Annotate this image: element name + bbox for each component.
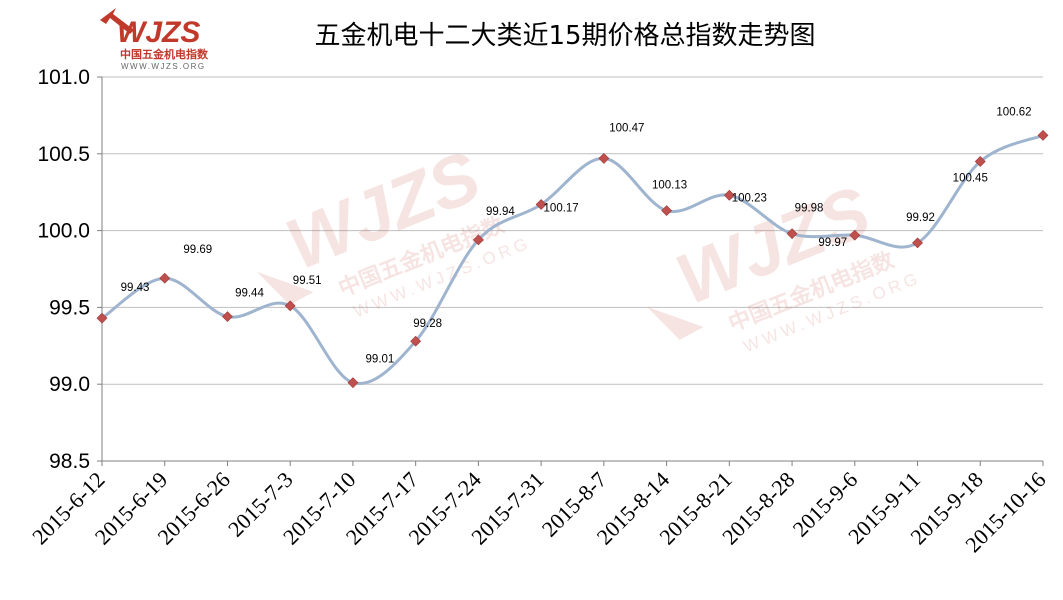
data-point (535, 199, 547, 210)
data-label: 99.43 (121, 282, 150, 294)
data-label: 99.44 (235, 288, 264, 300)
data-label: 100.62 (996, 106, 1031, 118)
data-point (410, 335, 422, 347)
y-tick-label: 98.5 (49, 450, 90, 473)
data-point (96, 312, 108, 324)
data-label: 100.45 (953, 172, 988, 184)
data-point (598, 152, 610, 164)
watermark-logo: WJZS 中国五金机电指数 WWW.WJZS.ORG (646, 171, 924, 357)
logo-arrow-icon (100, 8, 134, 34)
logo-url: WWW.WJZS.ORG (121, 62, 206, 71)
data-label: 99.69 (183, 244, 212, 256)
y-tick-label: 99.5 (49, 296, 90, 319)
data-label: 99.01 (366, 354, 395, 366)
data-point (284, 300, 296, 312)
logo-cn-name: 中国五金机电指数 (120, 47, 209, 61)
series-line (101, 133, 1044, 386)
data-point (159, 272, 171, 284)
data-point (786, 228, 798, 240)
data-point (849, 229, 861, 241)
logo: WJZS 中国五金机电指数 WWW.WJZS.ORG (100, 8, 209, 71)
data-point (974, 156, 986, 167)
data-point (347, 377, 359, 389)
y-tick-label: 100.5 (37, 143, 90, 166)
data-point (661, 205, 673, 217)
series-markers (96, 129, 1049, 389)
data-label: 100.47 (609, 122, 644, 134)
data-labels: 99.43 99.69 99.44 99.51 99.01 99.28 99.94 100.1… (121, 106, 1032, 365)
y-tick-label: 101.0 (37, 66, 90, 89)
data-label: 99.97 (818, 237, 847, 249)
data-label: 100.23 (732, 192, 767, 204)
data-label: 99.28 (413, 318, 442, 330)
data-label: 99.92 (906, 212, 935, 224)
y-tick-labels: 98.5 99.0 99.5 100.0 100.5 101.0 (37, 66, 90, 473)
x-tick-labels: 2015-6-122015-6-192015-6-262015-7-32015-… (27, 467, 1050, 557)
watermark-logo: WJZS 中国五金机电指数 WWW.WJZS.ORG (256, 136, 534, 322)
y-tick-label: 100.0 (37, 220, 90, 243)
data-label: 99.94 (486, 206, 515, 218)
logo-brand: WJZS (117, 16, 200, 49)
data-label: 99.51 (293, 275, 322, 287)
axes (97, 76, 1044, 466)
data-point (1037, 129, 1049, 141)
data-label: 100.17 (544, 202, 579, 214)
data-point (723, 189, 735, 201)
data-label: 99.98 (795, 203, 824, 215)
chart-title: 五金机电十二大类近15期价格总指数走势图 (314, 21, 815, 51)
y-tick-label: 99.0 (49, 373, 90, 396)
data-label: 100.13 (652, 180, 687, 192)
data-point (912, 237, 923, 249)
series-path (101, 133, 1044, 386)
gridlines (102, 76, 1043, 385)
data-point (472, 234, 484, 246)
data-point (222, 311, 233, 323)
